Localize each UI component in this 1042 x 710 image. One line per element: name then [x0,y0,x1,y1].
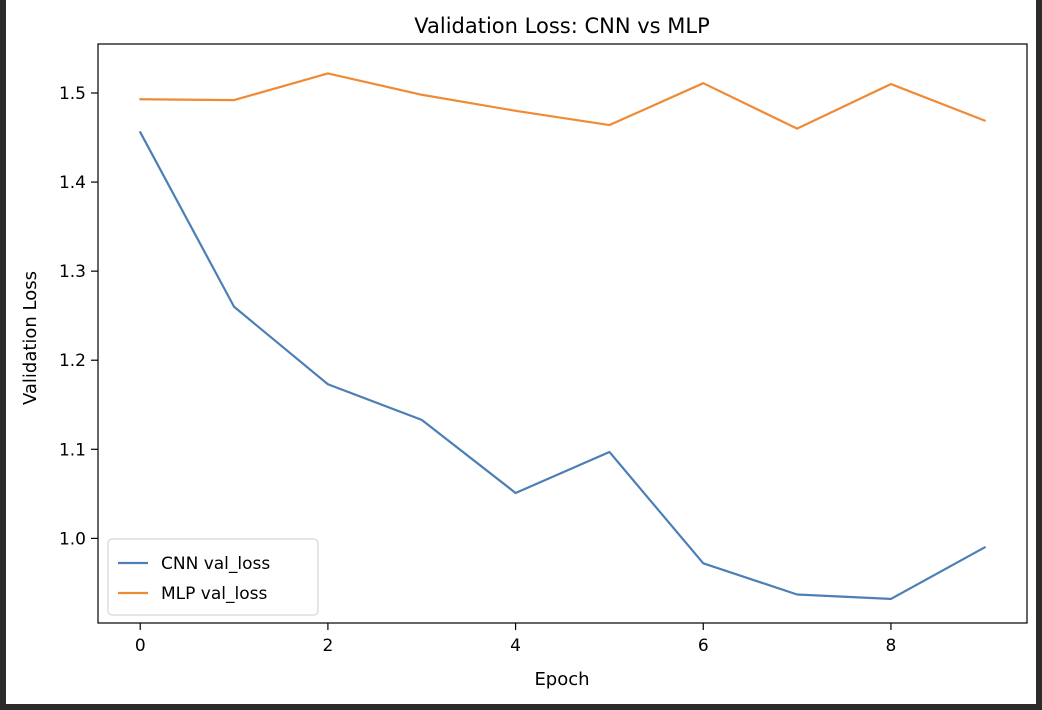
y-tick-label: 1.1 [59,440,86,460]
x-tick-label: 2 [322,636,333,656]
x-axis-label: Epoch [534,669,589,690]
y-tick-label: 1.2 [59,351,86,371]
x-tick-label: 0 [135,636,146,656]
series-layer [139,72,986,601]
y-axis-label: Validation Loss [20,271,41,405]
x-tick-label: 6 [698,636,709,656]
x-tick-label: 4 [510,636,521,656]
series-line-mlp [139,72,986,130]
y-axis-ticks: 1.0 1.1 1.2 1.3 1.4 1.5 [59,84,98,549]
line-chart: Validation Loss: CNN vs MLP 0 2 4 6 8 1.0 1.1… [20,14,1028,690]
legend: CNN val_loss MLP val_loss [107,538,319,616]
figure: Validation Loss: CNN vs MLP 0 2 4 6 8 1.0 1.1… [6,0,1036,704]
y-tick-label: 1.0 [59,529,86,549]
x-tick-label: 8 [886,636,897,656]
plot-frame [97,43,1028,624]
plot-area [97,43,1028,624]
y-tick-label: 1.3 [59,262,86,282]
y-tick-label: 1.5 [59,84,86,104]
x-axis-ticks: 0 2 4 6 8 [135,623,897,656]
chart-title: Validation Loss: CNN vs MLP [414,14,709,38]
y-tick-label: 1.4 [59,173,86,193]
legend-label-cnn: CNN val_loss [161,554,270,574]
series-line-cnn [139,131,986,601]
legend-box [107,538,319,616]
legend-label-mlp: MLP val_loss [161,584,267,604]
